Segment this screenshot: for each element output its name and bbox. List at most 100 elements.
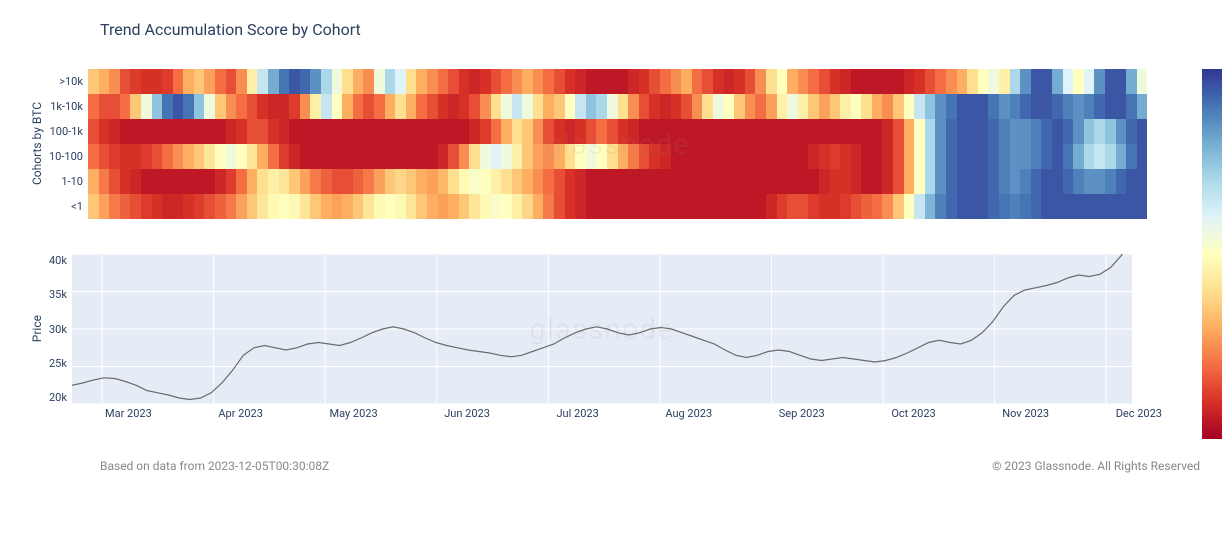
heatmap-cell [173, 94, 184, 119]
heatmap-cell [310, 194, 321, 219]
heatmap-cell [1063, 119, 1074, 144]
heatmap-cell [416, 69, 427, 94]
heatmap-cell [851, 169, 862, 194]
heatmap-cell [925, 94, 936, 119]
heatmap-cell [777, 69, 788, 94]
heatmap-cell [469, 119, 480, 144]
heatmap-cell [480, 119, 491, 144]
heatmap-cell [385, 194, 396, 219]
heatmap-cell [904, 119, 915, 144]
heatmap-cell [713, 194, 724, 219]
heatmap-cell [702, 169, 713, 194]
heatmap-cell [660, 144, 671, 169]
heatmap-cell [660, 194, 671, 219]
heatmap-cell [1094, 144, 1105, 169]
heatmap-cell [946, 94, 957, 119]
heatmap-cell [575, 94, 586, 119]
heatmap-cell [480, 144, 491, 169]
heatmap-cell [649, 69, 660, 94]
heatmap-cell [1073, 119, 1084, 144]
heatmap-cell [671, 94, 682, 119]
heatmap-cell [618, 94, 629, 119]
heatmap-cell [575, 119, 586, 144]
heatmap-cell [332, 119, 343, 144]
heatmap-cell [310, 169, 321, 194]
heatmap-cell [1084, 94, 1095, 119]
heatmap-ytick: <1 [49, 194, 83, 219]
heatmap-cell [872, 119, 883, 144]
heatmap-cell [1073, 94, 1084, 119]
heatmap-cell [554, 69, 565, 94]
heatmap-cell [618, 194, 629, 219]
heatmap-cell [130, 194, 141, 219]
x-tick: Jun 2023 [444, 407, 490, 420]
heatmap-cell [247, 69, 258, 94]
heatmap-cell [713, 144, 724, 169]
spacer [30, 219, 1162, 254]
heatmap-cell [840, 69, 851, 94]
heatmap-cell [1063, 94, 1074, 119]
heatmap-cell [448, 144, 459, 169]
heatmap-cell [406, 69, 417, 94]
heatmap-cell [628, 94, 639, 119]
price-plot[interactable]: glassnode [72, 254, 1132, 404]
heatmap-cell [1010, 144, 1021, 169]
heatmap-cell [957, 169, 968, 194]
heatmap-cell [914, 169, 925, 194]
heatmap-cell [491, 69, 502, 94]
heatmap-cell [1073, 144, 1084, 169]
heatmap-cell [861, 169, 872, 194]
heatmap-cell [660, 69, 671, 94]
heatmap-cell [459, 94, 470, 119]
heatmap-cell [554, 94, 565, 119]
heatmap-cell [522, 194, 533, 219]
heatmap-cell [819, 144, 830, 169]
heatmap-cell [861, 119, 872, 144]
heatmap-cell [999, 169, 1010, 194]
heatmap-cell [332, 169, 343, 194]
heatmap-cell [289, 119, 300, 144]
heatmap-cell [755, 144, 766, 169]
heatmap-cell [141, 119, 152, 144]
heatmap-cell [586, 94, 597, 119]
heatmap-cell [914, 144, 925, 169]
heatmap-cell [1126, 194, 1137, 219]
heatmap-cell [925, 169, 936, 194]
heatmap-cell [512, 194, 523, 219]
heatmap-plot[interactable]: glassnode [88, 69, 1148, 219]
heatmap-cell [183, 119, 194, 144]
heatmap-cell [469, 194, 480, 219]
heatmap-cell [607, 194, 618, 219]
heatmap-row [88, 194, 1148, 219]
heatmap-cell [183, 194, 194, 219]
heatmap-cell [289, 69, 300, 94]
heatmap-cell [946, 169, 957, 194]
heatmap-cell [321, 169, 332, 194]
heatmap-cell [766, 69, 777, 94]
heatmap-cell [1031, 94, 1042, 119]
heatmap-cell [120, 194, 131, 219]
heatmap-cell [639, 194, 650, 219]
heatmap-cell [395, 94, 406, 119]
heatmap-cell [99, 144, 110, 169]
heatmap-cell [957, 94, 968, 119]
heatmap-cell [257, 144, 268, 169]
heatmap-cell [416, 169, 427, 194]
heatmap-cell [1084, 119, 1095, 144]
heatmap-cell [798, 69, 809, 94]
heatmap-cell [946, 69, 957, 94]
x-ticks: Mar 2023Apr 2023May 2023Jun 2023Jul 2023… [102, 407, 1162, 420]
heatmap-cell [204, 194, 215, 219]
heatmap-cell [1073, 169, 1084, 194]
heatmap-cell [745, 94, 756, 119]
footer: Based on data from 2023-12-05T00:30:08Z … [0, 449, 1230, 473]
heatmap-cell [459, 144, 470, 169]
heatmap-cell [459, 194, 470, 219]
heatmap-cell [702, 69, 713, 94]
heatmap-cell [130, 169, 141, 194]
heatmap-cell [416, 194, 427, 219]
heatmap-cell [130, 94, 141, 119]
heatmap-cell [543, 169, 554, 194]
heatmap-cell [777, 119, 788, 144]
heatmap-cell [1073, 194, 1084, 219]
